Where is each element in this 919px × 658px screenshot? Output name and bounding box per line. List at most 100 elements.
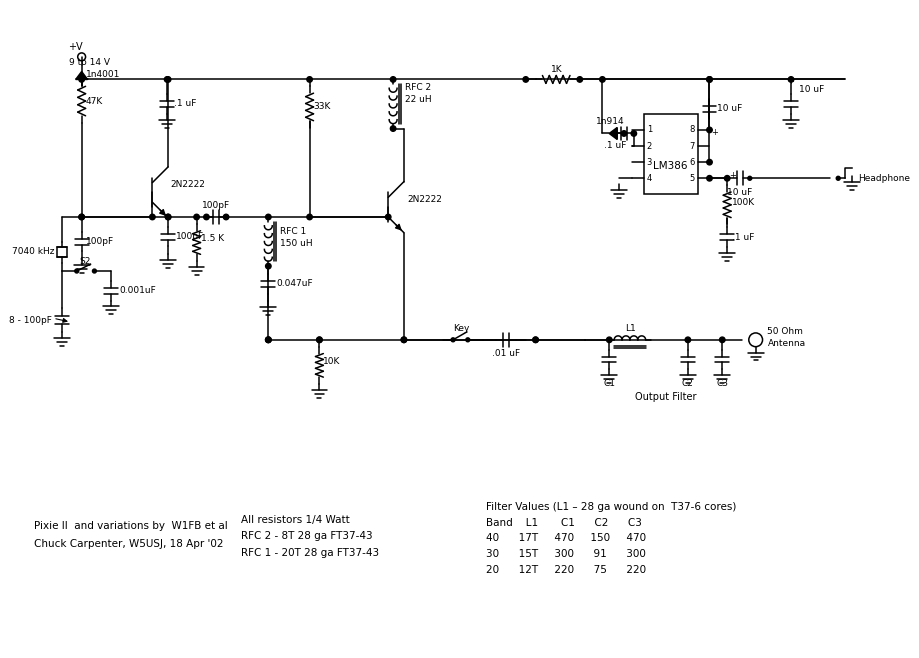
- Text: 0.047uF: 0.047uF: [276, 279, 312, 288]
- Circle shape: [706, 77, 711, 82]
- Text: 100pF: 100pF: [85, 237, 114, 246]
- Circle shape: [266, 337, 271, 343]
- Circle shape: [747, 176, 751, 180]
- Circle shape: [788, 77, 793, 82]
- Text: Band    L1       C1      C2      C3: Band L1 C1 C2 C3: [486, 518, 641, 528]
- Text: RFC 2 - 8T 28 ga FT37-43: RFC 2 - 8T 28 ga FT37-43: [241, 531, 372, 542]
- Circle shape: [266, 215, 271, 220]
- Circle shape: [630, 131, 636, 136]
- Circle shape: [706, 127, 711, 133]
- Text: 1n914: 1n914: [596, 117, 624, 126]
- Text: +: +: [711, 128, 721, 138]
- Text: .1 uF: .1 uF: [174, 99, 196, 109]
- Text: 100pF: 100pF: [202, 201, 230, 210]
- Text: C3: C3: [716, 378, 728, 388]
- Circle shape: [450, 338, 455, 342]
- Circle shape: [165, 77, 170, 82]
- Circle shape: [599, 77, 605, 82]
- Circle shape: [723, 176, 729, 181]
- Circle shape: [74, 269, 79, 273]
- Text: 6: 6: [688, 158, 694, 166]
- Text: 7: 7: [688, 141, 694, 151]
- Circle shape: [385, 215, 391, 220]
- Circle shape: [685, 337, 690, 343]
- Polygon shape: [608, 128, 617, 139]
- Text: C2: C2: [681, 378, 693, 388]
- Text: 10 uF: 10 uF: [727, 188, 752, 197]
- Text: 47K: 47K: [85, 97, 103, 105]
- Text: Key: Key: [452, 324, 469, 332]
- Circle shape: [316, 337, 322, 343]
- Text: Antenna: Antenna: [766, 340, 805, 348]
- Text: Pixie II  and variations by  W1FB et al: Pixie II and variations by W1FB et al: [34, 522, 228, 532]
- Text: RFC 2: RFC 2: [404, 83, 431, 92]
- Circle shape: [79, 77, 85, 82]
- Circle shape: [266, 337, 271, 343]
- Text: 1n4001: 1n4001: [85, 70, 119, 79]
- Text: 150 uH: 150 uH: [279, 239, 312, 248]
- Circle shape: [465, 338, 470, 342]
- Circle shape: [266, 263, 271, 269]
- Text: +V: +V: [68, 42, 83, 52]
- Text: +: +: [787, 77, 794, 86]
- Text: 9 to 14 V: 9 to 14 V: [69, 58, 109, 67]
- Text: 10K: 10K: [323, 357, 340, 366]
- Circle shape: [165, 215, 171, 220]
- Text: 22 uH: 22 uH: [404, 95, 431, 103]
- Text: 2: 2: [646, 141, 652, 151]
- Text: 0.001uF: 0.001uF: [119, 286, 155, 295]
- Text: 4: 4: [646, 174, 652, 183]
- Circle shape: [223, 215, 229, 220]
- Text: +: +: [729, 171, 735, 180]
- Circle shape: [522, 77, 528, 82]
- Circle shape: [532, 337, 538, 343]
- Circle shape: [606, 337, 611, 343]
- Bar: [57, 247, 67, 257]
- Text: Output Filter: Output Filter: [634, 392, 696, 402]
- Text: Chuck Carpenter, W5USJ, 18 Apr '02: Chuck Carpenter, W5USJ, 18 Apr '02: [34, 539, 223, 549]
- Circle shape: [79, 215, 85, 220]
- Text: 20      12T     220      75      220: 20 12T 220 75 220: [486, 565, 646, 574]
- Circle shape: [150, 215, 155, 220]
- Text: C1: C1: [603, 378, 615, 388]
- Text: LM386: LM386: [652, 161, 687, 171]
- Text: 100K: 100K: [732, 198, 754, 207]
- Circle shape: [719, 337, 724, 343]
- Circle shape: [79, 215, 85, 220]
- Circle shape: [401, 337, 406, 343]
- Circle shape: [706, 176, 711, 181]
- Circle shape: [835, 176, 839, 180]
- Text: RFC 1: RFC 1: [279, 227, 306, 236]
- Text: 100pF: 100pF: [176, 232, 204, 241]
- Circle shape: [165, 215, 171, 220]
- Text: 10 uF: 10 uF: [717, 105, 742, 113]
- Circle shape: [92, 269, 96, 273]
- Text: .01 uF: .01 uF: [492, 349, 519, 358]
- Text: 1.5 K: 1.5 K: [200, 234, 223, 243]
- Text: 30      15T     300      91      300: 30 15T 300 91 300: [486, 549, 646, 559]
- Text: 5: 5: [688, 174, 694, 183]
- Circle shape: [390, 77, 395, 82]
- Polygon shape: [75, 72, 87, 80]
- Circle shape: [203, 215, 209, 220]
- Circle shape: [706, 77, 711, 82]
- Text: 3: 3: [646, 158, 652, 166]
- Text: 2N2222: 2N2222: [170, 180, 205, 189]
- Text: 2N2222: 2N2222: [407, 195, 442, 204]
- Text: 10 uF: 10 uF: [798, 85, 823, 93]
- Text: 1: 1: [646, 126, 652, 134]
- Text: S2: S2: [79, 257, 90, 266]
- Text: 40      17T     470     150     470: 40 17T 470 150 470: [486, 533, 646, 544]
- Circle shape: [307, 215, 312, 220]
- Circle shape: [266, 337, 271, 343]
- Text: 50 Ohm: 50 Ohm: [766, 328, 802, 336]
- Text: 7040 kHz: 7040 kHz: [12, 247, 54, 256]
- Circle shape: [390, 126, 395, 132]
- Text: .1 uF: .1 uF: [732, 233, 754, 241]
- Bar: [643, 114, 697, 194]
- Text: 1K: 1K: [550, 65, 562, 74]
- Text: 8 - 100pF: 8 - 100pF: [9, 316, 52, 324]
- Circle shape: [532, 337, 538, 343]
- Text: Headphone: Headphone: [857, 174, 909, 183]
- Text: All resistors 1/4 Watt: All resistors 1/4 Watt: [241, 515, 349, 524]
